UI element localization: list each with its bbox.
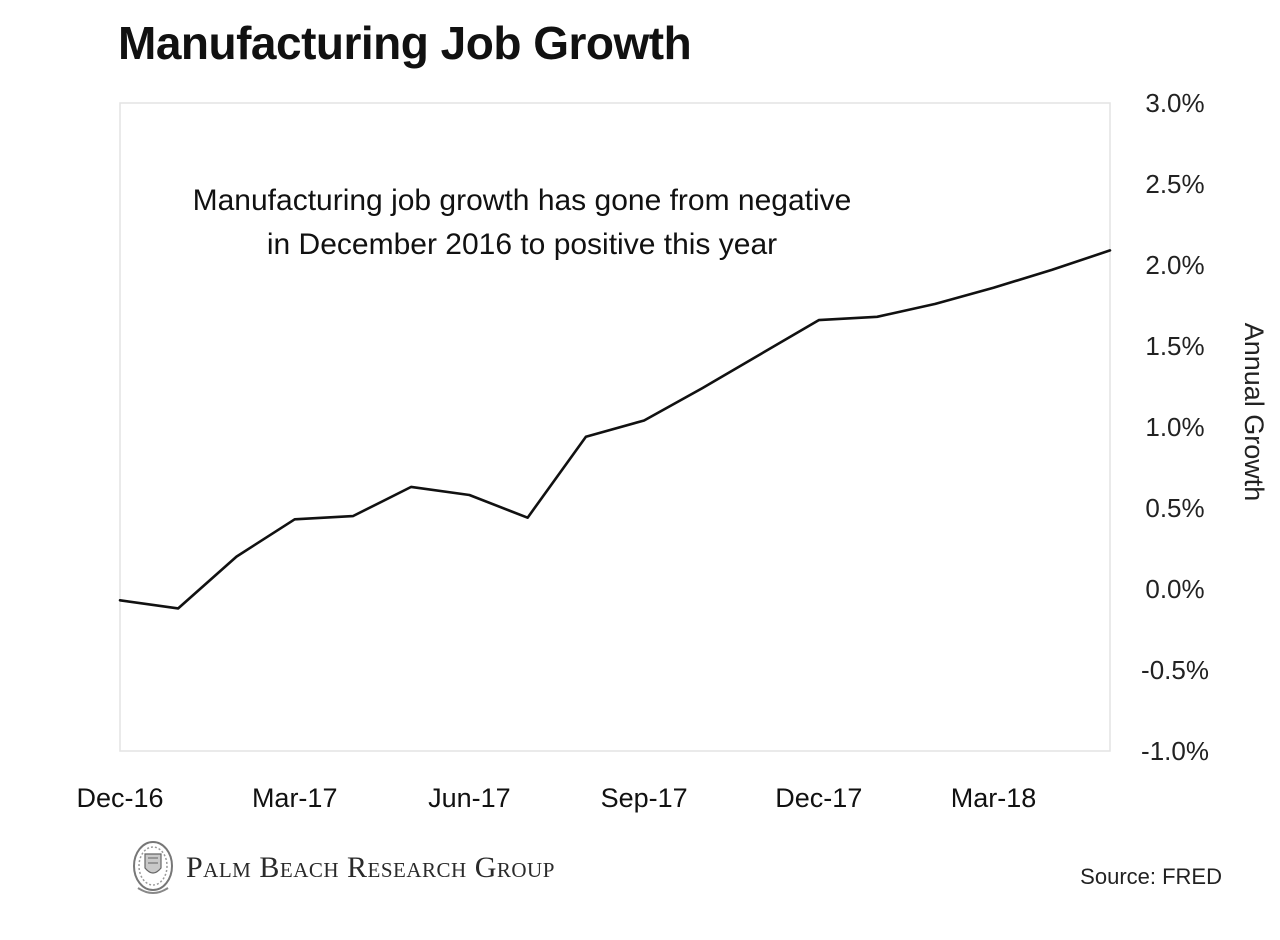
brand-logo: Palm Beach Research Group — [130, 836, 555, 900]
y-tick-label: 1.0% — [1145, 412, 1204, 442]
x-tick-label: Sep-17 — [601, 783, 688, 813]
plot-area — [119, 102, 1111, 752]
x-tick-label: Dec-17 — [775, 783, 862, 813]
y-axis-label: Annual Growth — [1239, 323, 1269, 502]
chart-title: Manufacturing Job Growth — [118, 17, 692, 69]
y-tick-label: 1.5% — [1145, 331, 1204, 361]
brand-name: Palm Beach Research Group — [186, 851, 555, 884]
y-axis-ticks: 3.0% 2.5% 2.0% 1.5% 1.0% 0.5% 0.0% -0.5% -1.0% — [1141, 88, 1209, 766]
annotation-line-1: Manufacturing job growth has gone from n… — [193, 184, 852, 217]
y-tick-label: 2.0% — [1145, 250, 1204, 280]
source-note: Source: FRED — [1080, 864, 1222, 889]
x-tick-label: Dec-16 — [76, 783, 163, 813]
crest-seal-icon — [133, 841, 173, 894]
x-tick-label: Mar-17 — [252, 783, 338, 813]
x-tick-label: Mar-18 — [951, 783, 1037, 813]
y-tick-label: 3.0% — [1145, 88, 1204, 118]
y-tick-label: 0.5% — [1145, 493, 1204, 523]
y-tick-label: -1.0% — [1141, 736, 1209, 766]
series-line — [118, 249, 1112, 610]
y-tick-label: 2.5% — [1145, 169, 1204, 199]
x-axis-ticks: Dec-16 Mar-17 Jun-17 Sep-17 Dec-17 Mar-18 — [76, 783, 1036, 813]
y-tick-label: 0.0% — [1145, 574, 1204, 604]
annotation-line-2: in December 2016 to positive this year — [267, 228, 777, 261]
y-tick-label: -0.5% — [1141, 655, 1209, 685]
x-tick-label: Jun-17 — [428, 783, 511, 813]
